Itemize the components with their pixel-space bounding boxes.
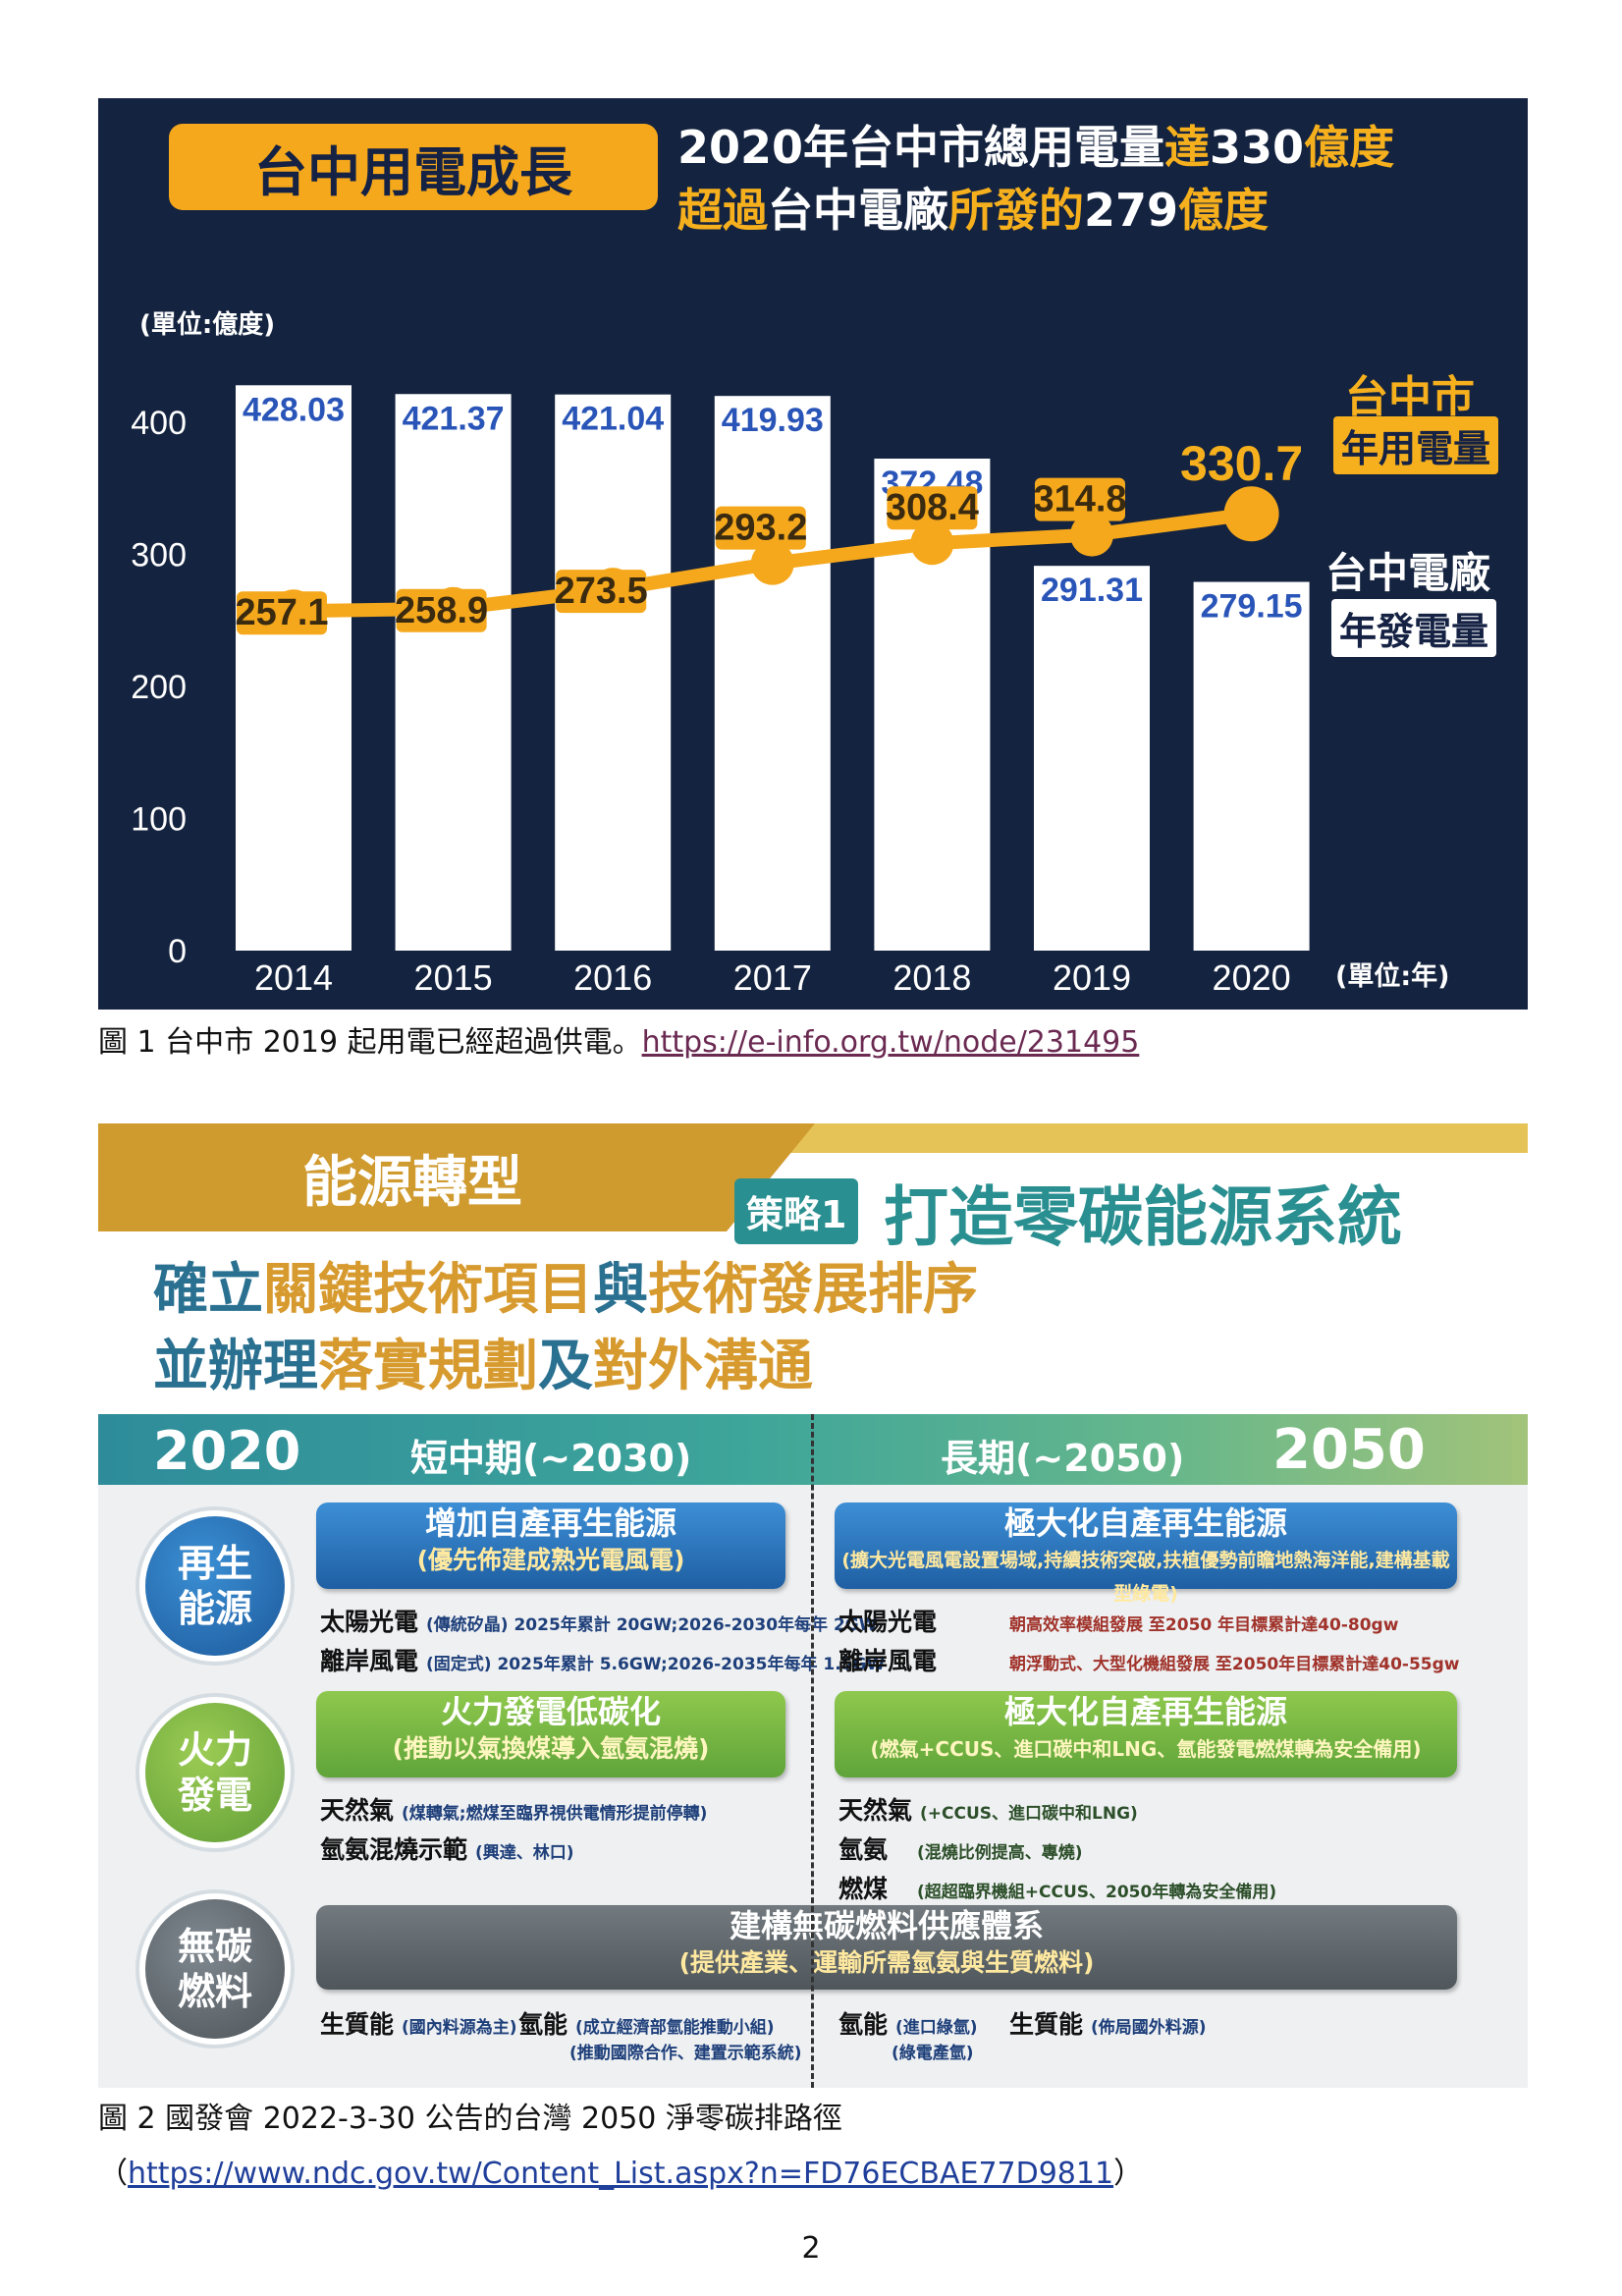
item-natural-gas-short: 天然氣 (煤轉氣;燃煤至臨界視供電情形提前停轉) <box>320 1796 708 1825</box>
pill-maximize-renewable: 極大化自產再生能源 (擴大光電風電設置場域,持續技術突破,扶植優勢前瞻地熱海洋能… <box>835 1503 1457 1605</box>
timeline-end-year: 2050 <box>1272 1418 1426 1482</box>
line-value-label-bg <box>887 486 978 530</box>
figure-2-infographic: 能源轉型 策略1 打造零碳能源系統 確立關鍵技術項目與技術發展排序 並辦理落實規… <box>98 1123 1528 2088</box>
legend-plant-title: 台中電廠 <box>1325 549 1491 597</box>
bar <box>555 394 672 952</box>
item-solar-long: 太陽光電 朝高效率模組發展 至2050 年目標累計達40-80gw <box>838 1608 1399 1636</box>
circle-carbon-free-fuel: 無碳 燃料 <box>145 1899 285 2039</box>
timeline-arrow-tip <box>1512 1414 1528 1485</box>
line-value-label-bg <box>396 588 487 632</box>
line-value-label-bg <box>715 506 806 550</box>
strategy-tag: 策略1 <box>734 1178 859 1244</box>
line-point <box>910 521 954 566</box>
line-value-label-bg <box>1035 477 1125 521</box>
bar <box>1193 581 1310 951</box>
line-value-label-bg <box>237 591 327 635</box>
subnote-hydrogen-long: (綠電產氫) <box>892 2044 974 2063</box>
y-tick-label: 300 <box>131 537 187 574</box>
x-axis-unit: (單位:年) <box>1335 961 1450 992</box>
x-tick-label: 2020 <box>1213 957 1291 998</box>
bar <box>1034 566 1150 951</box>
line-point <box>1223 486 1279 542</box>
item-solar-short: 太陽光電 (傳統矽晶) 2025年累計 20GW;2026-2030年每年 2GW <box>320 1608 878 1636</box>
y-axis-unit: (單位:億度) <box>139 310 276 340</box>
pill-increase-renewable: 增加自產再生能源 (優先佈建成熟光電風電) <box>316 1503 785 1589</box>
bar-value-label: 421.37 <box>403 400 505 437</box>
line-value-label: 273.5 <box>555 571 648 612</box>
bar-value-label: 291.31 <box>1041 572 1143 609</box>
line-value-label: 257.1 <box>235 592 328 633</box>
figure-1-chart: 0 100 200 300 400 428.03 2014 421.37 2015 421.04 2… <box>98 98 1528 1010</box>
line-value-label-bg <box>556 570 647 614</box>
y-tick-label: 100 <box>131 801 187 839</box>
legend-city-title: 台中市 <box>1345 372 1475 422</box>
bar <box>236 385 351 951</box>
pill-carbon-free-supply: 建構無碳燃料供應體系 (提供產業、運輸所需氫氨與生質燃料) <box>316 1905 1457 1990</box>
y-tick-label: 200 <box>131 669 187 706</box>
item-hydrogen-ammonia-demo: 氫氨混燒示範 (興達、林口) <box>320 1835 574 1864</box>
item-wind-short: 離岸風電 (固定式) 2025年累計 5.6GW;2026-2035年每年 1.5… <box>320 1647 886 1675</box>
bar <box>714 396 831 951</box>
line-value-label: 314.8 <box>1033 479 1126 520</box>
line-value-label: 330.7 <box>1180 436 1303 491</box>
item-hydrogen-short: 氫能 (成立經濟部氫能推動小組) <box>518 2010 775 2039</box>
x-tick-label: 2015 <box>414 957 493 998</box>
circle-thermal: 火力 發電 <box>145 1703 285 1842</box>
caption-1: 圖 1 台中市 2019 起用電已經超過供電。https://e-info.or… <box>98 1025 1140 1060</box>
bar-value-label: 421.04 <box>562 401 664 438</box>
item-biomass-short: 生質能 (國內料源為主) <box>320 2010 517 2039</box>
page-number: 2 <box>801 2231 821 2266</box>
caption-2-link[interactable]: https://www.ndc.gov.tw/Content_List.aspx… <box>128 2157 1114 2191</box>
heading-line-2: 並辦理落實規劃及對外溝通 <box>153 1335 813 1398</box>
bar <box>395 394 512 952</box>
x-tick-label: 2017 <box>733 957 812 998</box>
pill-thermal-long: 極大化自產再生能源 (燃氣+CCUS、進口碳中和LNG、氫能發電燃煤轉為安全備用… <box>835 1691 1457 1777</box>
line-value-label: 293.2 <box>714 508 807 549</box>
chart-box-title: 台中用電成長 <box>169 124 658 210</box>
y-tick-label: 400 <box>131 405 187 442</box>
bar-value-label: 428.03 <box>243 391 345 428</box>
bar-value-label: 279.15 <box>1201 588 1303 626</box>
banner-thin-stripe <box>727 1123 1528 1153</box>
line-point <box>1070 513 1113 557</box>
caption-1-link[interactable]: https://e-info.org.tw/node/231495 <box>641 1025 1140 1060</box>
x-tick-label: 2018 <box>892 957 971 998</box>
timeline-short-term: 短中期(~2030) <box>410 1437 692 1480</box>
headline-line-2: 超過台中電廠所發的279億度 <box>677 184 1270 237</box>
subnote-hydrogen-short: (推動國際合作、建置示範系統) <box>569 2044 802 2063</box>
item-natural-gas-long: 天然氣 (+CCUS、進口碳中和LNG) <box>838 1796 1138 1825</box>
pill-thermal-low-carbon: 火力發電低碳化 (推動以氣換煤導入氫氨混燒) <box>316 1691 785 1777</box>
chart-headline: 2020年台中市總用電量達330億度 超過台中電廠所發的279億度 <box>677 116 1522 242</box>
banner-energy-transition: 能源轉型 <box>98 1123 727 1231</box>
x-tick-label: 2019 <box>1053 957 1131 998</box>
item-hydrogen-long: 氫能 (進口綠氫) <box>838 2010 978 2039</box>
item-coal-long: 燃煤 (超超臨界機組+CCUS、2050年轉為安全備用) <box>838 1875 1277 1903</box>
line-point <box>750 541 794 585</box>
line-value-label: 308.4 <box>886 487 979 528</box>
item-wind-long: 離岸風電 朝浮動式、大型化機組發展 至2050年目標累計達40-55gw <box>838 1647 1460 1675</box>
timeline-long-term: 長期(~2050) <box>941 1437 1185 1480</box>
headline-line-1: 2020年台中市總用電量達330億度 <box>677 121 1395 174</box>
item-biomass-long: 生質能 (佈局國外料源) <box>1009 2010 1207 2039</box>
legend-plant-sub: 年發電量 <box>1331 599 1497 657</box>
timeline-divider <box>811 1414 814 2088</box>
circle-renewable: 再生 能源 <box>145 1516 285 1656</box>
heading-line-1: 確立關鍵技術項目與技術發展排序 <box>153 1258 978 1322</box>
strategy-title: 打造零碳能源系統 <box>884 1179 1402 1255</box>
caption-2: 圖 2 國發會 2022-3-30 公告的台灣 2050 淨零碳排路徑 <box>98 2102 842 2136</box>
line-value-label: 258.9 <box>395 590 488 631</box>
timeline-start-year: 2020 <box>153 1420 301 1482</box>
x-tick-label: 2014 <box>254 957 333 998</box>
y-tick-label: 0 <box>168 933 187 970</box>
caption-2-source: （https://www.ndc.gov.tw/Content_List.asp… <box>98 2157 1144 2191</box>
bar-value-label: 419.93 <box>722 402 824 439</box>
power-growth-chart: 0 100 200 300 400 428.03 2014 421.37 2015 421.04 2… <box>131 385 1310 998</box>
item-hydrogen-ammonia-long: 氫氨 (混燒比例提高、專燒) <box>838 1835 1083 1864</box>
legend-city-sub: 年用電量 <box>1333 416 1499 474</box>
x-tick-label: 2016 <box>573 957 652 998</box>
